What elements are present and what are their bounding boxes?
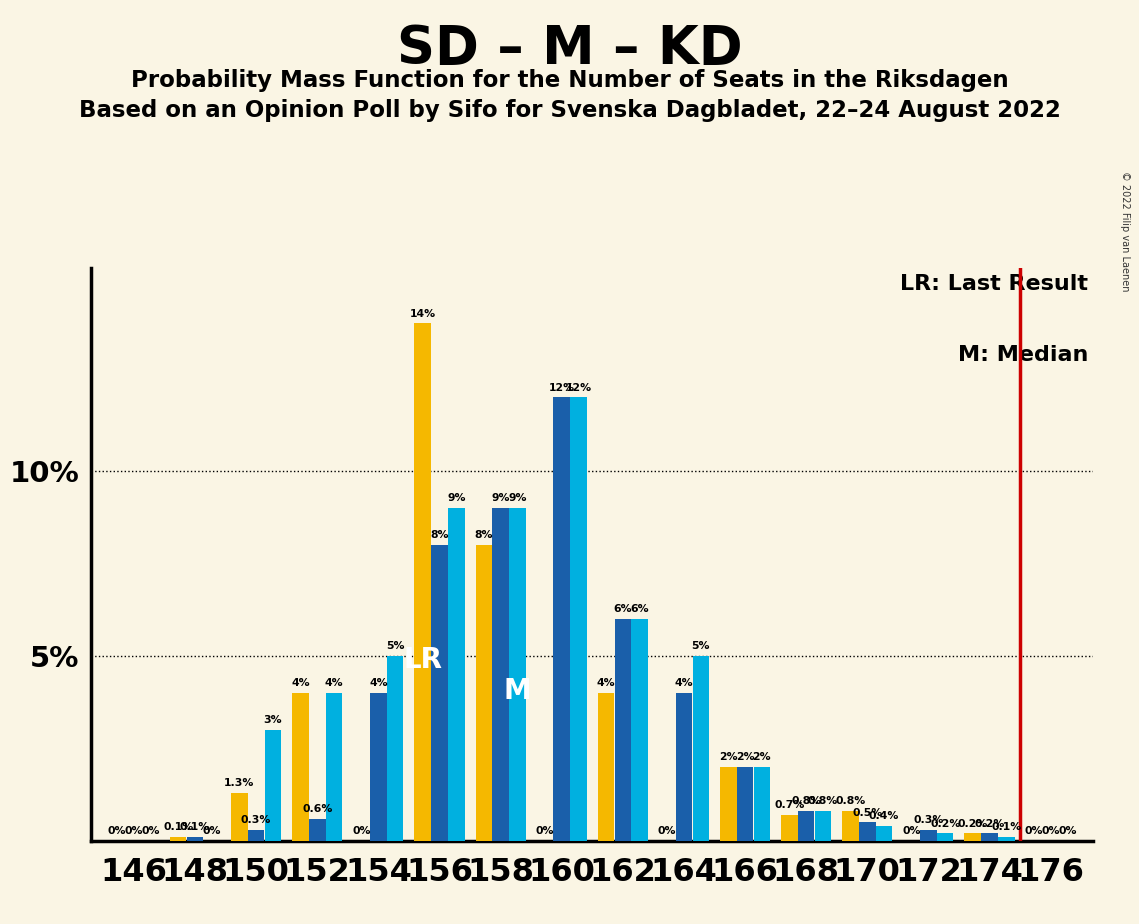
Bar bbox=[814, 811, 831, 841]
Bar bbox=[170, 837, 187, 841]
Bar bbox=[982, 833, 998, 841]
Bar bbox=[248, 830, 264, 841]
Bar bbox=[876, 826, 892, 841]
Bar bbox=[326, 693, 343, 841]
Text: 4%: 4% bbox=[292, 678, 310, 688]
Text: Based on an Opinion Poll by Sifo for Svenska Dagbladet, 22–24 August 2022: Based on an Opinion Poll by Sifo for Sve… bbox=[79, 99, 1060, 122]
Text: 0.1%: 0.1% bbox=[991, 822, 1022, 833]
Text: 0.2%: 0.2% bbox=[931, 819, 960, 829]
Text: 0%: 0% bbox=[658, 826, 677, 836]
Bar bbox=[781, 815, 797, 841]
Bar bbox=[631, 619, 648, 841]
Text: 0%: 0% bbox=[124, 826, 144, 836]
Text: 0%: 0% bbox=[1025, 826, 1043, 836]
Text: 4%: 4% bbox=[597, 678, 615, 688]
Text: 3%: 3% bbox=[263, 715, 282, 725]
Text: 4%: 4% bbox=[369, 678, 387, 688]
Bar bbox=[571, 397, 587, 841]
Text: 5%: 5% bbox=[691, 641, 710, 651]
Text: 0.2%: 0.2% bbox=[958, 819, 988, 829]
Text: 0.8%: 0.8% bbox=[835, 796, 866, 807]
Bar bbox=[998, 837, 1015, 841]
Bar bbox=[387, 656, 403, 841]
Text: 0%: 0% bbox=[141, 826, 159, 836]
Text: 4%: 4% bbox=[674, 678, 694, 688]
Bar bbox=[264, 730, 281, 841]
Bar bbox=[720, 767, 737, 841]
Text: LR: Last Result: LR: Last Result bbox=[901, 274, 1089, 294]
Text: 0%: 0% bbox=[108, 826, 126, 836]
Bar bbox=[737, 767, 753, 841]
Text: M: Median: M: Median bbox=[958, 346, 1089, 365]
Text: 0.7%: 0.7% bbox=[775, 800, 804, 810]
Text: 6%: 6% bbox=[614, 604, 632, 614]
Bar bbox=[598, 693, 614, 841]
Text: 8%: 8% bbox=[431, 530, 449, 541]
Text: 0%: 0% bbox=[535, 826, 555, 836]
Bar bbox=[432, 545, 448, 841]
Bar bbox=[309, 819, 326, 841]
Text: 2%: 2% bbox=[736, 752, 754, 762]
Bar bbox=[693, 656, 708, 841]
Bar bbox=[187, 837, 203, 841]
Text: 9%: 9% bbox=[491, 493, 510, 504]
Text: 0.1%: 0.1% bbox=[163, 822, 194, 833]
Bar bbox=[937, 833, 953, 841]
Bar bbox=[448, 508, 465, 841]
Text: LR: LR bbox=[403, 646, 442, 674]
Text: 8%: 8% bbox=[475, 530, 493, 541]
Text: 0%: 0% bbox=[1058, 826, 1076, 836]
Text: 12%: 12% bbox=[549, 383, 575, 393]
Text: 6%: 6% bbox=[630, 604, 649, 614]
Text: 0%: 0% bbox=[352, 826, 371, 836]
Text: 0%: 0% bbox=[1041, 826, 1060, 836]
Bar bbox=[798, 811, 814, 841]
Text: 0.3%: 0.3% bbox=[241, 815, 271, 825]
Bar bbox=[859, 822, 876, 841]
Text: 12%: 12% bbox=[565, 383, 591, 393]
Text: 5%: 5% bbox=[386, 641, 404, 651]
Bar bbox=[509, 508, 526, 841]
Text: 2%: 2% bbox=[719, 752, 738, 762]
Bar bbox=[415, 323, 431, 841]
Bar bbox=[492, 508, 509, 841]
Text: 0.3%: 0.3% bbox=[913, 815, 943, 825]
Text: 4%: 4% bbox=[325, 678, 343, 688]
Text: © 2022 Filip van Laenen: © 2022 Filip van Laenen bbox=[1121, 171, 1130, 291]
Bar bbox=[920, 830, 936, 841]
Bar bbox=[554, 397, 570, 841]
Text: 0.2%: 0.2% bbox=[974, 819, 1005, 829]
Bar bbox=[370, 693, 386, 841]
Text: Probability Mass Function for the Number of Seats in the Riksdagen: Probability Mass Function for the Number… bbox=[131, 69, 1008, 92]
Bar bbox=[675, 693, 693, 841]
Text: 9%: 9% bbox=[508, 493, 526, 504]
Text: SD – M – KD: SD – M – KD bbox=[396, 23, 743, 75]
Text: 0%: 0% bbox=[203, 826, 221, 836]
Text: 14%: 14% bbox=[410, 309, 436, 319]
Text: 0%: 0% bbox=[902, 826, 920, 836]
Text: 0.8%: 0.8% bbox=[808, 796, 838, 807]
Text: 2%: 2% bbox=[753, 752, 771, 762]
Text: 0.8%: 0.8% bbox=[792, 796, 821, 807]
Text: 1.3%: 1.3% bbox=[224, 778, 254, 788]
Bar bbox=[231, 793, 247, 841]
Bar bbox=[842, 811, 859, 841]
Text: 9%: 9% bbox=[446, 493, 466, 504]
Text: M: M bbox=[503, 677, 531, 705]
Bar bbox=[293, 693, 309, 841]
Bar bbox=[754, 767, 770, 841]
Text: 0.6%: 0.6% bbox=[302, 804, 333, 814]
Bar bbox=[476, 545, 492, 841]
Text: 0.4%: 0.4% bbox=[869, 811, 900, 821]
Text: 0.5%: 0.5% bbox=[852, 808, 883, 818]
Text: 0.1%: 0.1% bbox=[180, 822, 210, 833]
Bar bbox=[965, 833, 981, 841]
Bar bbox=[615, 619, 631, 841]
